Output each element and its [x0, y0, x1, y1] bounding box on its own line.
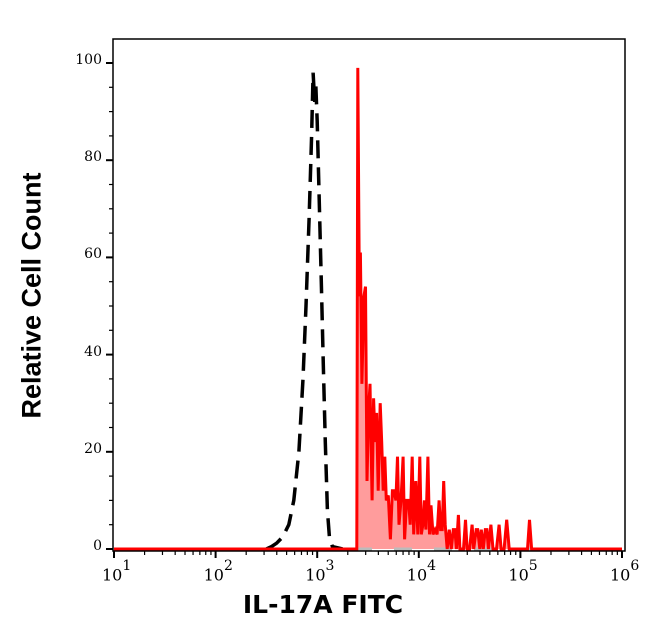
stained-histogram-line [114, 67, 622, 551]
y-tick-label: 40 [84, 343, 102, 360]
y-tick-label: 60 [84, 246, 102, 263]
y-tick-label: 20 [84, 440, 102, 457]
y-tick-label: 100 [75, 52, 102, 68]
x-tick-label: 106 [610, 558, 640, 585]
x-tick-label: 105 [508, 558, 538, 585]
x-tick-label: 103 [305, 558, 335, 585]
y-tick-label: 80 [84, 149, 102, 166]
x-axis-label: IL-17A FITC [242, 590, 404, 619]
plot-frame [112, 38, 626, 552]
x-axis-ticks [113, 551, 623, 558]
y-axis-ticks [106, 62, 113, 550]
y-tick-label: 0 [93, 538, 102, 554]
y-axis-label: Relative Cell Count [16, 172, 47, 419]
x-tick-label: 101 [102, 558, 132, 585]
x-tick-label: 104 [406, 558, 437, 585]
x-tick-label: 102 [203, 558, 233, 585]
